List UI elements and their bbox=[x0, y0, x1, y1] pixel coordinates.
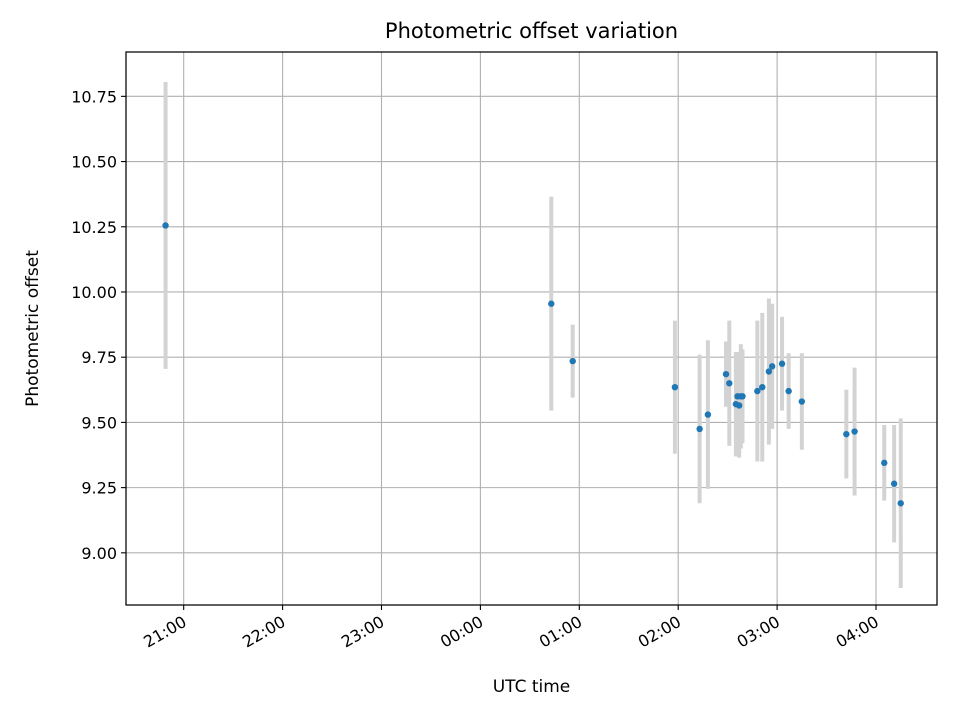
data-point bbox=[569, 357, 576, 365]
y-tick-label: 10.50 bbox=[71, 153, 117, 172]
data-point bbox=[696, 425, 703, 433]
y-tick-label: 9.00 bbox=[81, 544, 117, 563]
data-point bbox=[754, 387, 761, 395]
y-tick-label: 10.00 bbox=[71, 283, 117, 302]
data-point bbox=[722, 370, 730, 378]
data-point bbox=[890, 480, 898, 487]
y-axis-ticks: 9.00 9.25 9.50 9.75 10.00 10.25 10.50 10.75 bbox=[71, 87, 126, 563]
data-points bbox=[162, 222, 904, 507]
data-point bbox=[759, 383, 766, 391]
data-point bbox=[162, 222, 169, 229]
data-point bbox=[704, 411, 712, 418]
data-point bbox=[851, 428, 858, 435]
data-point bbox=[778, 360, 786, 367]
y-tick-label: 10.25 bbox=[71, 218, 117, 237]
data-point bbox=[897, 500, 904, 507]
data-point bbox=[735, 402, 743, 409]
y-axis-label: Photometric offset bbox=[23, 250, 43, 407]
data-point bbox=[739, 393, 746, 400]
data-point bbox=[726, 380, 733, 387]
data-point bbox=[843, 430, 850, 438]
data-point bbox=[548, 300, 555, 307]
y-tick-label: 9.50 bbox=[81, 413, 117, 432]
y-tick-label: 10.75 bbox=[71, 87, 117, 106]
data-point bbox=[765, 368, 773, 375]
data-point bbox=[798, 398, 806, 405]
plot-frame bbox=[125, 51, 938, 606]
data-point bbox=[768, 363, 776, 370]
data-point bbox=[671, 383, 679, 391]
x-axis-label: UTC time bbox=[493, 677, 571, 697]
y-tick-label: 9.75 bbox=[81, 348, 117, 367]
data-point bbox=[881, 459, 888, 467]
chart-title: Photometric offset variation bbox=[385, 19, 678, 43]
data-point bbox=[785, 387, 792, 395]
y-tick-label: 9.25 bbox=[81, 479, 117, 498]
